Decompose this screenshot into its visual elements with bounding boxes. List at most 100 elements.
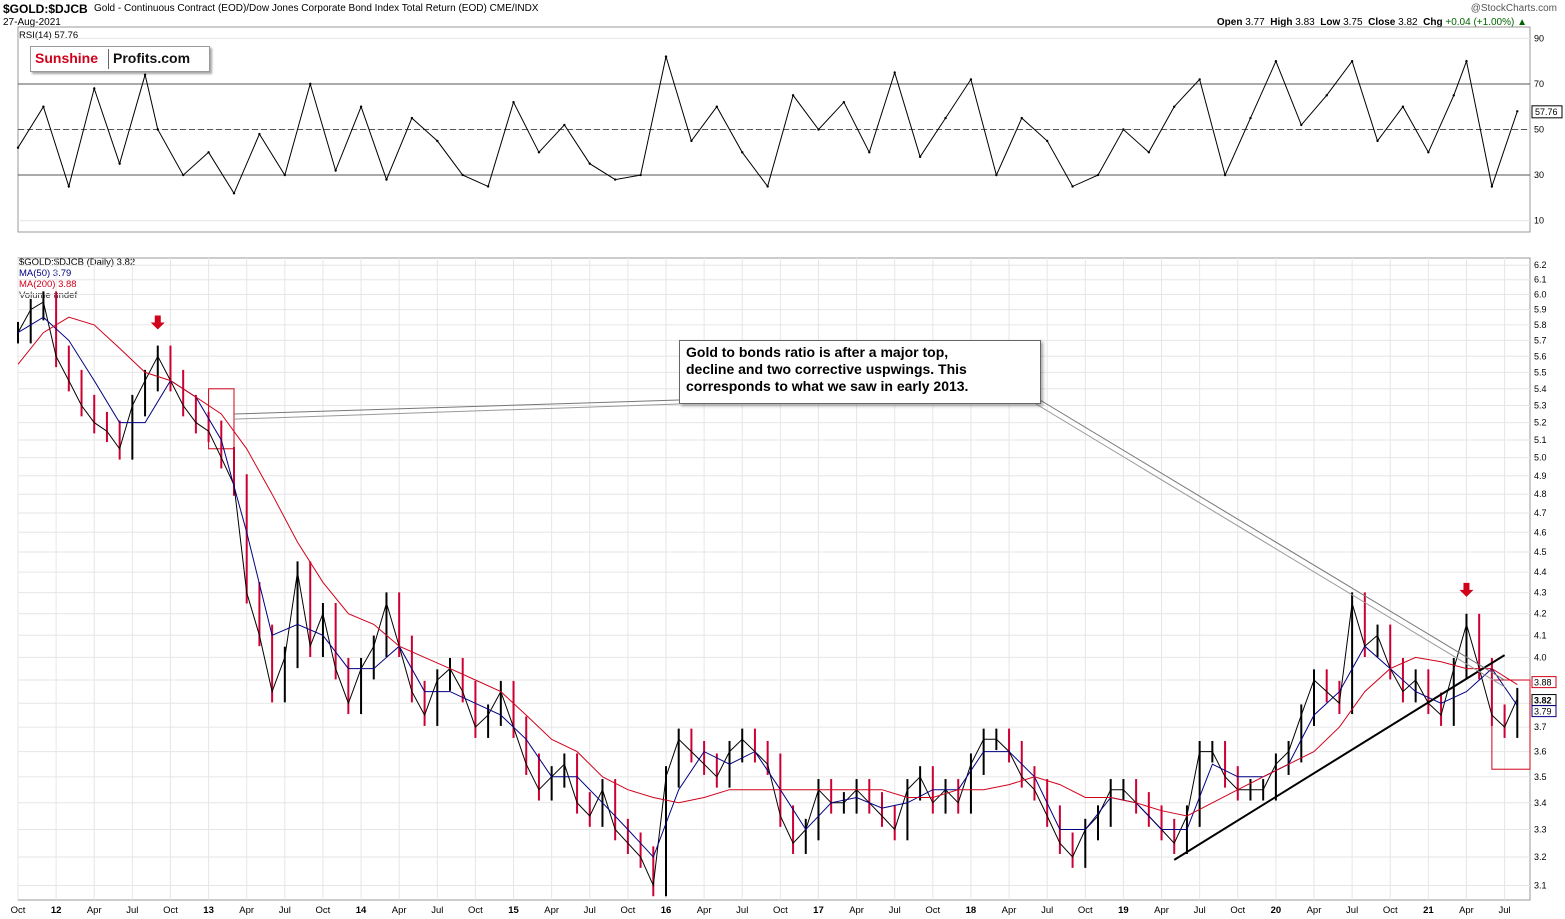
x-tick-label: Jul bbox=[1194, 905, 1206, 916]
price-tick-label: 4.6 bbox=[1534, 527, 1547, 537]
price-value-tag bbox=[1531, 676, 1557, 689]
x-tick-label: Jul bbox=[126, 905, 138, 916]
rsi-value-tag bbox=[1531, 105, 1563, 119]
rsi-point bbox=[143, 73, 147, 77]
price-tick-label: 5.7 bbox=[1534, 335, 1547, 345]
rsi-point bbox=[918, 155, 922, 159]
rsi-point bbox=[93, 87, 96, 90]
price-line bbox=[17, 301, 1518, 888]
callout-connector-right bbox=[1035, 403, 1505, 688]
price-tick-label: 3.6 bbox=[1534, 747, 1547, 757]
price-tick-label: 5.8 bbox=[1534, 320, 1547, 330]
chart-date: 27-Aug-2021 bbox=[3, 17, 61, 28]
price-value-label: 3.79 bbox=[1534, 707, 1552, 717]
x-tick-label: Oct bbox=[468, 905, 483, 916]
rsi-point bbox=[232, 192, 236, 195]
x-tick-label: Apr bbox=[392, 905, 407, 916]
logo-divider bbox=[108, 49, 109, 69]
rsi-point bbox=[42, 105, 45, 108]
rsi-point bbox=[156, 128, 159, 131]
legend-ma50: MA(50) 3.79 bbox=[19, 268, 72, 279]
rsi-point bbox=[436, 139, 439, 143]
x-tick-label: 16 bbox=[661, 905, 672, 916]
x-tick-label: 13 bbox=[203, 905, 214, 916]
price-tick-label: 5.0 bbox=[1534, 453, 1547, 463]
x-tick-label: Apr bbox=[1459, 905, 1474, 916]
rsi-point bbox=[1147, 151, 1151, 154]
ma200-line bbox=[17, 316, 1518, 817]
price-tick-label: 4.8 bbox=[1534, 489, 1547, 499]
rsi-point bbox=[1376, 139, 1379, 143]
x-tick-label: Jul bbox=[279, 905, 291, 916]
rsi-point bbox=[842, 100, 846, 104]
price-tick-label: 3.3 bbox=[1534, 825, 1547, 835]
down-arrow-marker bbox=[150, 315, 165, 330]
rsi-point bbox=[995, 173, 998, 177]
price-tick-label: 4.5 bbox=[1534, 547, 1547, 557]
rsi-point bbox=[486, 185, 490, 188]
rsi-point bbox=[639, 173, 642, 177]
rsi-point bbox=[588, 162, 591, 165]
x-tick-label: Jul bbox=[736, 905, 748, 916]
rsi-point bbox=[664, 55, 668, 58]
x-tick-label: Apr bbox=[697, 905, 712, 916]
exchange-text: CME/INDX bbox=[489, 3, 539, 14]
rsi-point bbox=[1490, 185, 1494, 188]
rsi-point bbox=[181, 173, 185, 177]
price-tick-label: 6.1 bbox=[1534, 275, 1547, 285]
rsi-point bbox=[1071, 185, 1074, 188]
chart-symbol: $GOLD:$DJCB bbox=[3, 2, 88, 16]
x-tick-label: Oct bbox=[1230, 905, 1245, 916]
x-tick-label: Oct bbox=[316, 905, 331, 916]
price-tick-label: 5.6 bbox=[1534, 351, 1547, 361]
stockcharts-credit: @StockCharts.com bbox=[1470, 3, 1557, 14]
rsi-point bbox=[766, 185, 769, 188]
callout-connector-left bbox=[233, 399, 680, 415]
rsi-point bbox=[1465, 59, 1468, 63]
rsi-point bbox=[359, 105, 363, 108]
price-tick-label: 6.0 bbox=[1534, 290, 1547, 300]
x-tick-label: 15 bbox=[508, 905, 519, 916]
close-value: 3.82 bbox=[1398, 17, 1418, 28]
x-tick-label: Apr bbox=[87, 905, 102, 916]
rsi-tick-label: 10 bbox=[1534, 216, 1544, 226]
rsi-point bbox=[207, 151, 210, 154]
rsi-point bbox=[309, 82, 312, 86]
x-tick-label: Apr bbox=[239, 905, 254, 916]
rsi-point bbox=[1020, 116, 1023, 120]
price-panel: 3.13.23.33.43.53.63.73.83.94.04.14.24.34… bbox=[17, 257, 1557, 901]
rsi-point bbox=[817, 128, 820, 131]
x-tick-label: Apr bbox=[1307, 905, 1322, 916]
price-value-label: 3.88 bbox=[1534, 678, 1552, 688]
price-tick-label: 3.5 bbox=[1534, 772, 1547, 782]
x-tick-label: Jul bbox=[584, 905, 596, 916]
x-tick-label: Apr bbox=[1002, 905, 1017, 916]
price-tick-label: 3.1 bbox=[1534, 880, 1547, 890]
x-tick-label: Apr bbox=[544, 905, 559, 916]
rsi-point bbox=[1401, 105, 1405, 108]
x-tick-label: 19 bbox=[1118, 905, 1129, 916]
x-tick-label: Oct bbox=[163, 905, 178, 916]
rsi-point bbox=[1173, 105, 1176, 108]
annotation-line-2: decline and two corrective uspwings. Thi… bbox=[686, 361, 967, 377]
rsi-point bbox=[1452, 94, 1455, 97]
price-tick-label: 6.2 bbox=[1534, 260, 1547, 270]
rsi-tick-label: 50 bbox=[1534, 125, 1544, 135]
rsi-value-label: 57.76 bbox=[1535, 107, 1558, 117]
legend-volume: Volume undef bbox=[19, 290, 78, 301]
close-label: Close bbox=[1368, 17, 1396, 28]
x-tick-label: 21 bbox=[1423, 905, 1434, 916]
price-tick-label: 3.7 bbox=[1534, 722, 1547, 732]
x-tick-label: Jul bbox=[1346, 905, 1358, 916]
chart-description: Gold - Continuous Contract (EOD)/Dow Jon… bbox=[94, 3, 538, 14]
rsi-point bbox=[1198, 78, 1201, 81]
x-tick-label: 20 bbox=[1271, 905, 1282, 916]
rsi-point bbox=[1045, 139, 1049, 143]
price-tick-label: 3.2 bbox=[1534, 852, 1547, 862]
rsi-point bbox=[868, 151, 871, 154]
price-tick-label: 3.4 bbox=[1534, 798, 1547, 808]
rsi-point bbox=[1122, 128, 1125, 131]
open-label: Open bbox=[1216, 17, 1243, 28]
x-tick-label: Apr bbox=[849, 905, 864, 916]
sunshine-profits-logo[interactable]: Sunshine Profits.com bbox=[30, 46, 210, 72]
